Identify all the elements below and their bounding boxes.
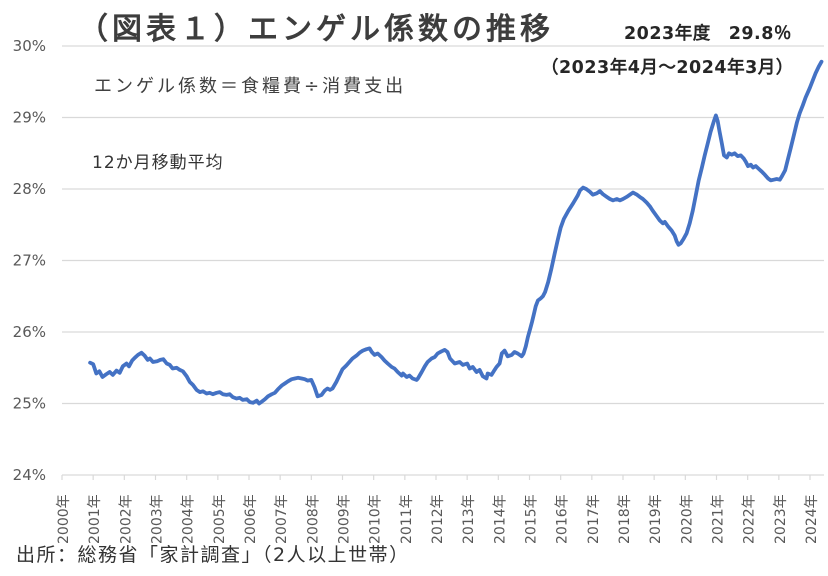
x-axis-label-2017年: 2017年 bbox=[586, 494, 602, 544]
y-axis-label-27%: 27% bbox=[13, 252, 46, 270]
moving-average-annotation: 12か月移動平均 bbox=[92, 153, 224, 173]
x-axis-label-2022年: 2022年 bbox=[742, 494, 758, 544]
x-axis-label-2021年: 2021年 bbox=[711, 494, 727, 544]
y-axis-label-24%: 24% bbox=[13, 466, 46, 484]
y-axis-label-25%: 25% bbox=[13, 395, 46, 413]
x-axis-label-2002年: 2002年 bbox=[118, 494, 134, 544]
chart-title: （図表１）エンゲル係数の推移 bbox=[78, 12, 554, 47]
x-axis-label-2012年: 2012年 bbox=[430, 494, 446, 544]
y-axis-label-30%: 30% bbox=[13, 37, 46, 55]
x-axis-label-2020年: 2020年 bbox=[679, 494, 695, 544]
y-axis-label-29%: 29% bbox=[13, 109, 46, 127]
x-axis-label-2018年: 2018年 bbox=[617, 494, 633, 544]
y-axis-label-26%: 26% bbox=[13, 323, 46, 341]
x-axis-label-2024年: 2024年 bbox=[804, 494, 820, 544]
engel-series-line bbox=[88, 59, 824, 406]
x-axis-label-2016年: 2016年 bbox=[555, 494, 571, 544]
source-note: 出所：総務省「家計調査」（2人以上世帯） bbox=[16, 544, 410, 566]
x-axis-label-2006年: 2006年 bbox=[243, 494, 259, 544]
x-axis-label-2011年: 2011年 bbox=[399, 494, 415, 544]
y-axis-label-28%: 28% bbox=[13, 180, 46, 198]
x-axis-label-2005年: 2005年 bbox=[212, 494, 228, 544]
latest-period-annotation: （2023年4月～2024年3月） bbox=[541, 58, 794, 78]
x-axis-label-2009年: 2009年 bbox=[337, 494, 353, 544]
x-axis-label-2007年: 2007年 bbox=[274, 494, 290, 544]
x-axis-label-2010年: 2010年 bbox=[368, 494, 384, 544]
x-axis-label-2014年: 2014年 bbox=[492, 494, 508, 544]
x-axis-label-2015年: 2015年 bbox=[524, 494, 540, 544]
x-axis-label-2008年: 2008年 bbox=[305, 494, 321, 544]
x-axis-label-2019年: 2019年 bbox=[648, 494, 664, 544]
x-axis-label-2000年: 2000年 bbox=[56, 494, 72, 544]
x-axis-label-2004年: 2004年 bbox=[181, 494, 197, 544]
x-axis-label-2023年: 2023年 bbox=[773, 494, 789, 544]
formula-annotation: エンゲル係数＝食糧費÷消費支出 bbox=[94, 76, 407, 97]
x-axis-label-2003年: 2003年 bbox=[150, 494, 166, 544]
x-axis-label-2013年: 2013年 bbox=[461, 494, 477, 544]
latest-value-annotation: 2023年度 29.8％ bbox=[624, 24, 792, 44]
x-axis-label-2001年: 2001年 bbox=[87, 494, 103, 544]
